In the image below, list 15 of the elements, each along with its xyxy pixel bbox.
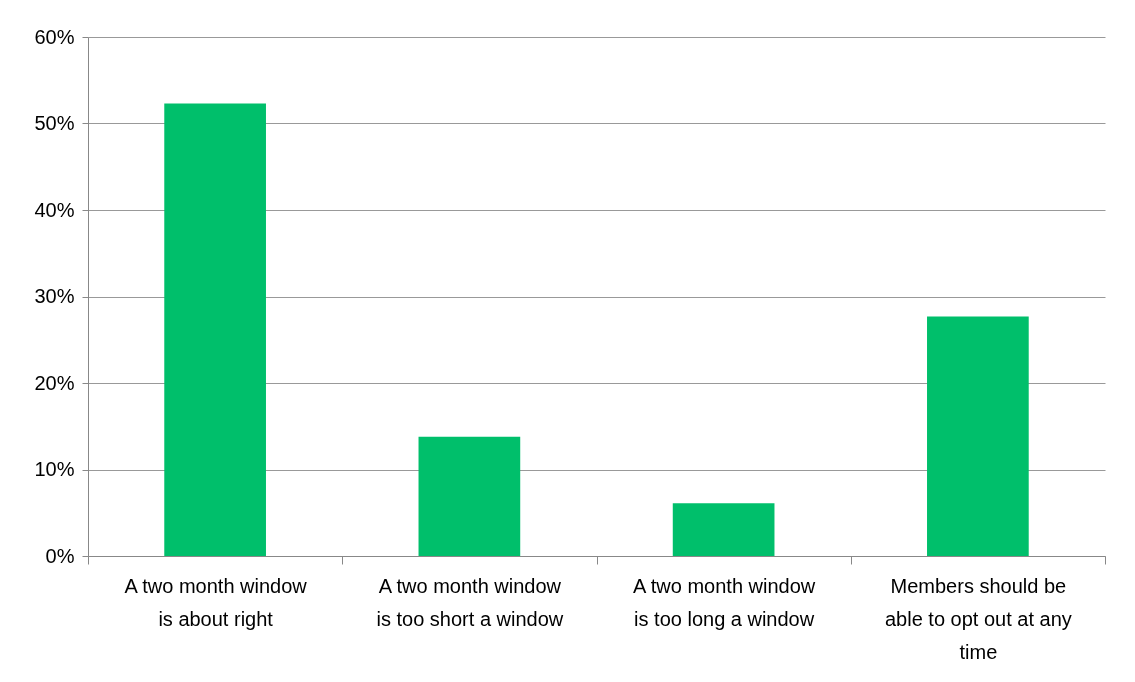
bar bbox=[672, 503, 775, 556]
y-tick-label: 30% bbox=[34, 285, 75, 307]
y-tick-label: 50% bbox=[34, 112, 75, 134]
y-tick-label: 0% bbox=[45, 544, 75, 567]
bar bbox=[927, 316, 1029, 556]
y-tick-label: 10% bbox=[34, 458, 75, 480]
x-tick-label: A two month window is too long a window bbox=[632, 574, 816, 630]
x-tick-label: A two month window is too short a window bbox=[376, 574, 564, 630]
x-tick-label: A two month window is about right bbox=[124, 574, 308, 630]
y-tick-label: 40% bbox=[34, 198, 75, 221]
bar bbox=[418, 436, 521, 556]
bar bbox=[164, 103, 266, 556]
x-tick-label: Members should be able to opt out at any time bbox=[884, 574, 1072, 663]
y-tick-label: 60% bbox=[34, 25, 75, 48]
y-tick-label: 20% bbox=[34, 371, 75, 394]
